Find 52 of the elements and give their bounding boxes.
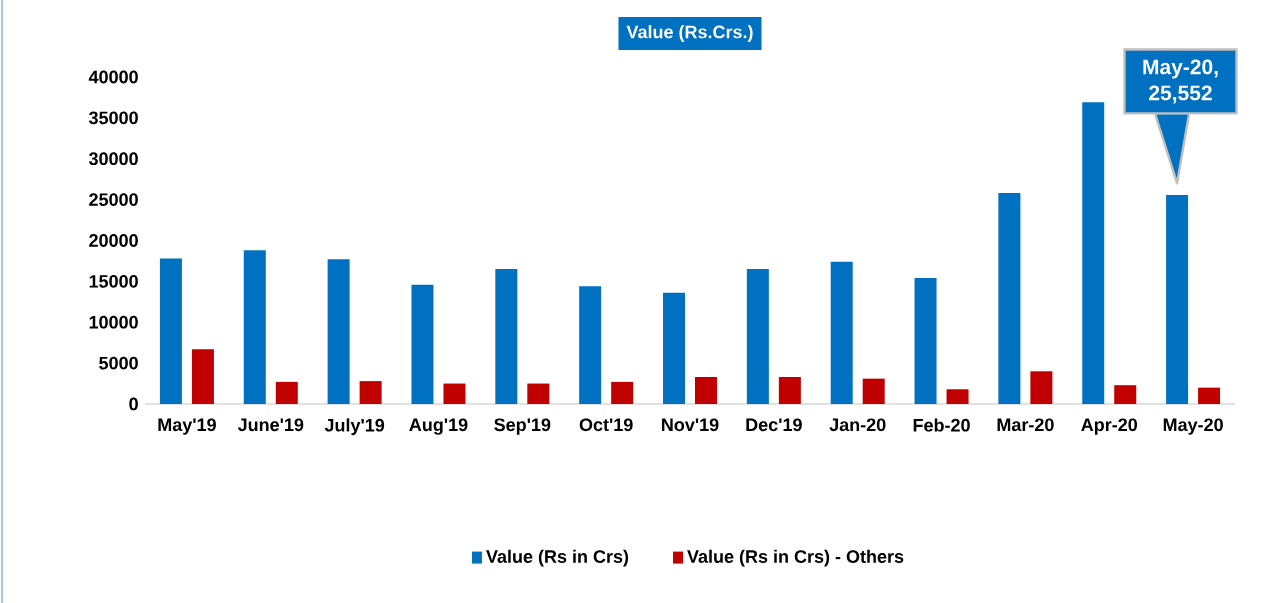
bar — [862, 378, 885, 404]
bar — [778, 377, 801, 404]
bar — [359, 381, 382, 404]
legend-label: Value (Rs in Crs) - Others — [687, 549, 904, 567]
x-tick-label: Aug'19 — [409, 418, 468, 435]
x-tick-label: Feb-20 — [913, 418, 970, 432]
x-tick-label: Nov'19 — [662, 418, 719, 432]
y-tick-label: 0 — [129, 397, 138, 411]
bar — [443, 383, 466, 404]
y-tick-label: 15000 — [89, 274, 138, 288]
chart-title: Value (Rs.Crs.) — [626, 25, 753, 42]
x-tick-label: Oct'19 — [579, 418, 633, 432]
bar — [1114, 385, 1137, 404]
y-tick-label: 35000 — [88, 111, 138, 125]
x-tick-label: May-20 — [1163, 418, 1223, 435]
bar — [746, 269, 769, 404]
x-tick-label: July'19 — [324, 418, 385, 436]
bar — [695, 377, 717, 404]
bar — [275, 381, 298, 404]
bar — [663, 292, 686, 404]
bar — [411, 284, 434, 404]
bar — [1030, 371, 1053, 404]
bar — [159, 258, 182, 404]
x-tick-label: Mar-20 — [997, 418, 1054, 432]
bar — [998, 193, 1021, 404]
y-tick-label: 40000 — [88, 70, 138, 84]
bar — [611, 381, 634, 404]
bar — [579, 286, 602, 404]
x-tick-label: June'19 — [237, 418, 304, 432]
y-tick-label: 25000 — [89, 193, 138, 206]
bar — [243, 250, 266, 404]
y-tick-label: 20000 — [89, 234, 138, 247]
bar — [830, 261, 853, 404]
y-tick-label: 10000 — [89, 315, 138, 329]
bar — [946, 389, 969, 404]
x-tick-label: May'19 — [158, 418, 216, 435]
annotation: May-20, 25,552 — [1143, 59, 1218, 104]
bar — [1166, 195, 1189, 404]
y-tick-label: 30000 — [88, 152, 138, 166]
x-tick-label: Dec'19 — [746, 418, 802, 432]
bar — [327, 259, 350, 404]
x-tick-label: Jan-20 — [829, 418, 886, 432]
y-tick-label: 5000 — [99, 356, 138, 370]
x-tick-label: Sep'19 — [494, 418, 551, 435]
x-tick-label: Apr-20 — [1081, 418, 1138, 435]
legend-label: Value (Rs in Crs) — [486, 549, 629, 567]
bar — [1198, 387, 1221, 404]
bar — [1082, 102, 1105, 404]
bar — [191, 349, 214, 404]
bar — [495, 269, 518, 404]
bar — [527, 383, 550, 404]
bar — [914, 278, 937, 404]
